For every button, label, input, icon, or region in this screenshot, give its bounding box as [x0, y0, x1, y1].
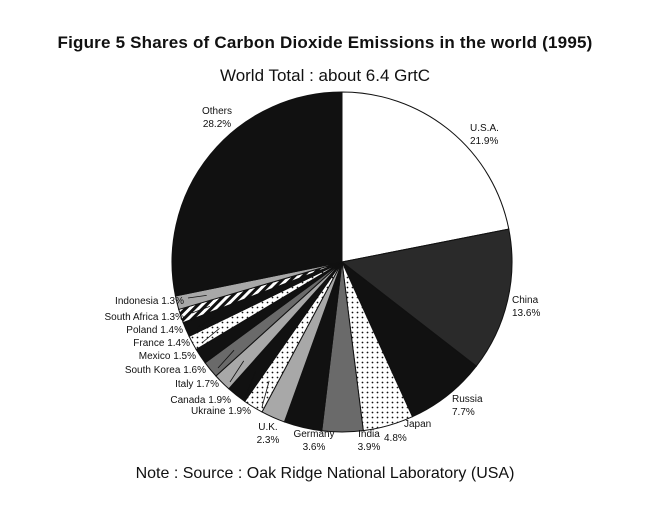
slice-value-germany: 3.6%	[303, 442, 326, 453]
slice-label-poland: Poland 1.4%	[126, 325, 183, 336]
chart-subtitle: World Total : about 6.4 GrtC	[219, 66, 431, 85]
slice-label-u-s-a: U.S.A.	[470, 123, 499, 134]
leader-line-ukraine	[261, 380, 270, 408]
chart-title: Figure 5 Shares of Carbon Dioxide Emissi…	[57, 33, 593, 52]
pie-labels: U.S.A. 21.9% China 13.6% Russia 7.7% Japan 4.8%…	[105, 106, 541, 453]
slice-value-china: 13.6%	[512, 308, 540, 319]
pie-slice-others	[171, 91, 343, 297]
leader-line-indonesia	[187, 294, 207, 299]
slice-label-mexico: Mexico 1.5%	[139, 351, 196, 362]
slice-label-south-africa: South Africa 1.3%	[105, 312, 185, 323]
slice-label-india: India	[358, 429, 380, 440]
pie-slice-china	[340, 228, 513, 367]
slice-label-japan: Japan	[404, 419, 431, 430]
pie-slices	[171, 91, 513, 433]
slice-value-japan: 4.8%	[384, 433, 407, 444]
slice-value-u-k: 2.3%	[257, 435, 280, 446]
leader-line-mexico	[208, 338, 227, 356]
slice-label-germany: Germany	[293, 429, 334, 440]
slice-label-france: France 1.4%	[133, 338, 190, 349]
chart-note: Note : Source : Oak Ridge National Labor…	[135, 465, 515, 482]
leader-line-south-korea	[217, 349, 235, 369]
slice-label-china: China	[512, 295, 539, 306]
slice-label-canada: Canada 1.9%	[170, 395, 231, 406]
slice-label-u-k: U.K.	[258, 422, 277, 433]
leader-line-south-africa	[191, 305, 210, 314]
slice-label-others: Others	[202, 106, 232, 117]
slice-value-india: 3.9%	[358, 442, 381, 453]
slice-value-russia: 7.7%	[452, 407, 475, 418]
leader-line-canada	[244, 371, 256, 399]
pie-slice-u-s-a	[341, 91, 510, 263]
slice-label-italy: Italy 1.7%	[175, 379, 219, 390]
slice-value-u-s-a: 21.9%	[470, 136, 498, 147]
slice-label-ukraine: Ukraine 1.9%	[191, 406, 251, 417]
slice-value-others: 28.2%	[203, 119, 231, 130]
leader-line-france	[202, 328, 220, 343]
leader-line-poland	[196, 317, 215, 329]
leader-line-italy	[229, 360, 245, 383]
slice-label-south-korea: South Korea 1.6%	[125, 365, 206, 376]
slice-label-russia: Russia	[452, 394, 483, 405]
slice-label-indonesia: Indonesia 1.3%	[115, 296, 184, 307]
